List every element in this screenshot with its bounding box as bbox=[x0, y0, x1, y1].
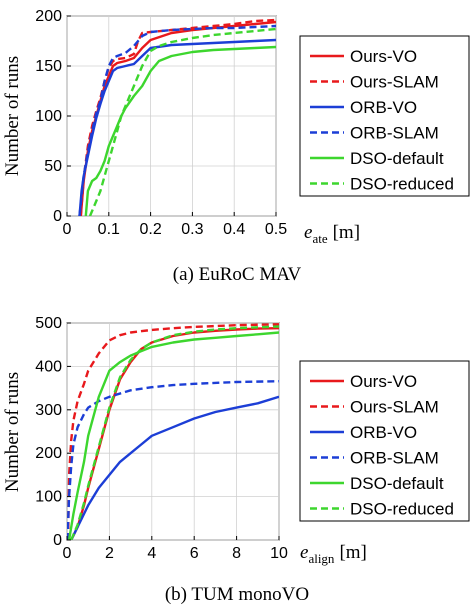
y-ticks-euroc: 0 50 100 150 200 bbox=[35, 8, 71, 225]
x-ticks-euroc: 0 0.1 0.2 0.3 0.4 0.5 bbox=[63, 212, 287, 238]
legend-label: DSO-reduced bbox=[350, 175, 454, 194]
caption-euroc: (a) EuRoC MAV bbox=[173, 264, 302, 285]
x-axis-label-euroc: eate [m] bbox=[304, 222, 360, 246]
series-group-euroc bbox=[78, 18, 276, 216]
y-axis-label-tum: Number of runs bbox=[2, 372, 23, 492]
legend-box-tum bbox=[299, 360, 470, 522]
y-tick-label: 200 bbox=[35, 8, 62, 25]
legend-label: DSO-default bbox=[350, 474, 444, 493]
x-axis-label-main-tum: e bbox=[300, 542, 308, 563]
x-tick-label: 0.5 bbox=[265, 221, 287, 238]
legend-label: ORB-VO bbox=[350, 98, 417, 117]
series-line-orb-slam bbox=[78, 24, 276, 216]
x-axis-label-unit-euroc: [m] bbox=[333, 222, 360, 243]
x-axis-label-sub-euroc: ate bbox=[312, 231, 327, 246]
x-axis-label-unit-tum: [m] bbox=[339, 542, 366, 563]
legend-label: Ours-SLAM bbox=[350, 398, 439, 417]
y-tick-label: 100 bbox=[35, 108, 62, 125]
series-group-tum bbox=[67, 323, 279, 540]
legend-box-euroc bbox=[299, 35, 470, 197]
legend-label: Ours-VO bbox=[350, 47, 417, 66]
series-line-dso-reduced bbox=[88, 27, 276, 216]
x-tick-label: 2 bbox=[105, 545, 114, 562]
y-tick-label: 200 bbox=[35, 445, 62, 462]
chart-euroc: 0 0.1 0.2 0.3 0.4 0.5 0 50 100 150 200 Number of … bbox=[2, 8, 470, 285]
x-tick-label: 4 bbox=[147, 545, 156, 562]
x-axis-label-tum: ealign [m] bbox=[300, 542, 367, 566]
caption-tum: (b) TUM monoVO bbox=[165, 584, 309, 605]
x-tick-label: 0.1 bbox=[98, 221, 120, 238]
x-tick-label: 6 bbox=[190, 545, 199, 562]
x-axis-label-sub-tum: align bbox=[308, 551, 334, 566]
series-line-ours-slam bbox=[67, 323, 279, 540]
y-tick-label: 0 bbox=[53, 208, 62, 225]
x-tick-label: 0.2 bbox=[139, 221, 161, 238]
x-tick-label: 0 bbox=[63, 221, 72, 238]
y-tick-label: 100 bbox=[35, 489, 62, 506]
series-line-dso-default bbox=[67, 331, 279, 540]
legend-label: ORB-SLAM bbox=[350, 124, 439, 143]
legend-label: Ours-VO bbox=[350, 372, 417, 391]
x-tick-label: 0.4 bbox=[223, 221, 245, 238]
legend-tum: Ours-VO Ours-SLAM ORB-VO ORB-SLAM DSO-defaul… bbox=[299, 360, 470, 522]
x-tick-label: 8 bbox=[232, 545, 241, 562]
y-tick-label: 150 bbox=[35, 58, 62, 75]
series-line-ours-slam bbox=[79, 18, 276, 216]
y-ticks-tum: 0 100 200 300 400 500 bbox=[35, 315, 71, 549]
legend-euroc: Ours-VO Ours-SLAM ORB-VO ORB-SLAM DSO-defaul… bbox=[299, 35, 470, 197]
legend-label: Ours-SLAM bbox=[350, 73, 439, 92]
y-tick-label: 50 bbox=[44, 158, 62, 175]
x-ticks-tum: 0 2 4 6 8 10 bbox=[63, 536, 288, 562]
series-line-orb-vo bbox=[70, 395, 279, 540]
y-tick-label: 500 bbox=[35, 315, 62, 332]
y-tick-label: 300 bbox=[35, 402, 62, 419]
y-tick-label: 0 bbox=[53, 532, 62, 549]
series-line-dso-reduced bbox=[70, 325, 279, 540]
legend-label: ORB-SLAM bbox=[350, 449, 439, 468]
x-tick-label: 0.3 bbox=[181, 221, 203, 238]
x-tick-label: 10 bbox=[270, 545, 288, 562]
y-axis-label-euroc: Number of runs bbox=[2, 56, 23, 176]
grid-euroc bbox=[66, 15, 277, 217]
legend-label: DSO-default bbox=[350, 149, 444, 168]
grid-tum bbox=[66, 322, 280, 541]
legend-label: DSO-reduced bbox=[350, 500, 454, 519]
y-tick-label: 400 bbox=[35, 358, 62, 375]
x-axis-label-main-euroc: e bbox=[304, 222, 312, 243]
x-tick-label: 0 bbox=[63, 545, 72, 562]
legend-label: ORB-VO bbox=[350, 423, 417, 442]
